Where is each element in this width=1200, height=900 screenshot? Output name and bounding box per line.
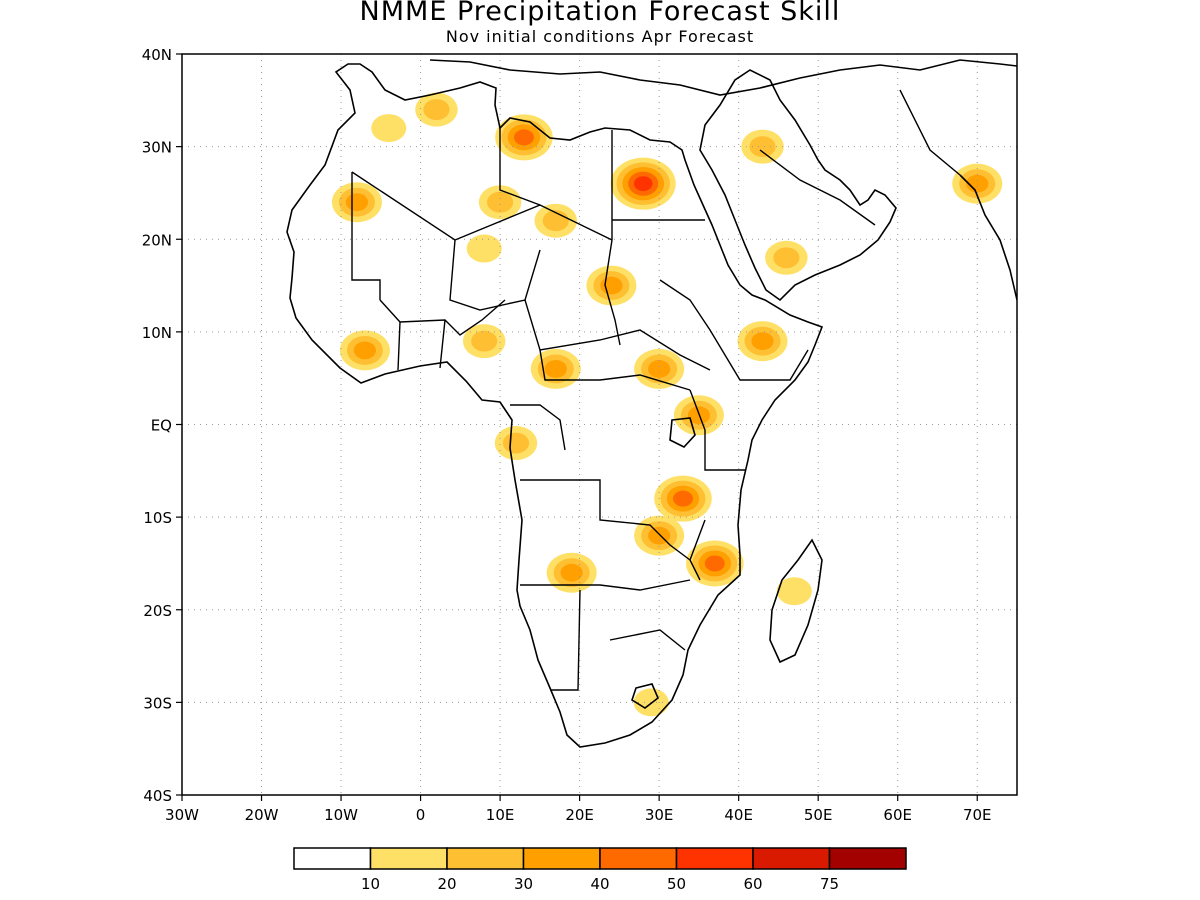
border-central-africa bbox=[524, 299, 711, 371]
lat-label: 40S bbox=[143, 787, 172, 805]
arabia-coastline bbox=[699, 69, 897, 302]
madagascar-coastline bbox=[769, 538, 823, 664]
skill-region bbox=[773, 247, 800, 269]
skill-region bbox=[673, 490, 693, 507]
border-chad-sudan bbox=[604, 239, 621, 346]
india-coastline bbox=[959, 174, 1017, 301]
lake-victoria-outline bbox=[669, 417, 696, 448]
lat-label: 20N bbox=[142, 231, 172, 249]
border-namibia-south-africa bbox=[550, 589, 581, 691]
skill-region bbox=[751, 332, 774, 351]
lon-label: 60E bbox=[883, 806, 912, 824]
border-west-africa bbox=[379, 299, 506, 336]
borders-layer bbox=[351, 89, 961, 691]
colorbar-swatch bbox=[522, 847, 601, 870]
lat-label: 30S bbox=[143, 694, 172, 712]
border-sahara bbox=[351, 171, 613, 241]
border-namibia-botswana bbox=[520, 579, 691, 591]
border-east-africa bbox=[689, 389, 745, 471]
lon-label: 30W bbox=[165, 806, 199, 824]
skill-region bbox=[466, 234, 502, 263]
border-algeria-libya bbox=[499, 128, 541, 206]
lon-label: 40E bbox=[724, 806, 753, 824]
lon-label: 10E bbox=[486, 806, 515, 824]
colorbar-label: 40 bbox=[590, 875, 609, 893]
border-botswana-sa bbox=[609, 629, 686, 651]
border-ivory-coast bbox=[397, 321, 401, 371]
border-mauritania-mali bbox=[351, 172, 381, 300]
colorbar-swatch bbox=[369, 847, 448, 870]
skill-region bbox=[471, 330, 498, 352]
skill-region bbox=[353, 341, 377, 360]
skill-region bbox=[560, 563, 583, 582]
border-car-drc bbox=[539, 349, 691, 391]
skill-shading-layer bbox=[331, 92, 1003, 717]
skill-region bbox=[704, 555, 725, 572]
lat-label: EQ bbox=[151, 417, 172, 435]
skill-region bbox=[502, 432, 530, 454]
map-subtitle: Nov initial conditions Apr Forecast bbox=[445, 27, 755, 46]
border-iran-pakistan bbox=[899, 89, 961, 176]
skill-region bbox=[487, 191, 514, 213]
lon-label: 30E bbox=[645, 806, 674, 824]
lon-label: 70E bbox=[963, 806, 992, 824]
lon-label: 20E bbox=[565, 806, 594, 824]
border-malawi bbox=[689, 519, 706, 581]
skill-region bbox=[600, 276, 623, 295]
colorbar-swatch bbox=[599, 847, 678, 870]
colorbar: 10 20 30 40 50 60 75 bbox=[293, 847, 907, 893]
skill-region bbox=[423, 99, 450, 121]
skill-region bbox=[633, 176, 653, 192]
skill-region bbox=[776, 577, 812, 606]
border-niger-chad bbox=[449, 239, 541, 311]
skill-region bbox=[966, 174, 989, 193]
colorbar-swatch bbox=[752, 847, 831, 870]
skill-region bbox=[345, 193, 369, 212]
border-ethiopia bbox=[659, 279, 809, 381]
lesotho-outline bbox=[631, 683, 659, 709]
lon-label: 20W bbox=[245, 806, 279, 824]
colorbar-label: 20 bbox=[437, 875, 456, 893]
skill-region bbox=[513, 129, 534, 146]
map-title: NMME Precipitation Forecast Skill bbox=[359, 0, 841, 27]
colorbar-label: 60 bbox=[743, 875, 762, 893]
skill-region bbox=[371, 114, 407, 143]
lat-label: 40N bbox=[142, 46, 172, 64]
border-angola-zambia bbox=[520, 479, 691, 561]
coastline-layer bbox=[286, 59, 1017, 748]
lat-label: 30N bbox=[142, 139, 172, 157]
colorbar-label: 10 bbox=[361, 875, 380, 893]
lon-label: 50E bbox=[804, 806, 833, 824]
lat-label: 10N bbox=[142, 324, 172, 342]
skill-region bbox=[544, 360, 567, 378]
lon-label: 10W bbox=[324, 806, 358, 824]
colorbar-swatch bbox=[446, 847, 525, 870]
colorbar-swatch bbox=[293, 847, 372, 870]
colorbar-label: 30 bbox=[514, 875, 533, 893]
colorbar-swatch bbox=[675, 847, 754, 870]
border-arabia bbox=[759, 149, 876, 226]
colorbar-swatch bbox=[828, 847, 907, 870]
skill-region bbox=[648, 360, 671, 378]
skill-region bbox=[749, 136, 776, 158]
lat-label: 20S bbox=[143, 602, 172, 620]
europe-coastline bbox=[429, 59, 1017, 96]
colorbar-label: 50 bbox=[667, 875, 686, 893]
border-congo-gabon bbox=[510, 404, 566, 451]
map-background bbox=[182, 54, 1017, 795]
colorbar-label: 75 bbox=[820, 875, 839, 893]
border-ghana-togo bbox=[439, 319, 446, 369]
lon-label: 0 bbox=[416, 806, 426, 824]
africa-coastline bbox=[286, 63, 824, 748]
lat-label: 10S bbox=[143, 509, 172, 527]
